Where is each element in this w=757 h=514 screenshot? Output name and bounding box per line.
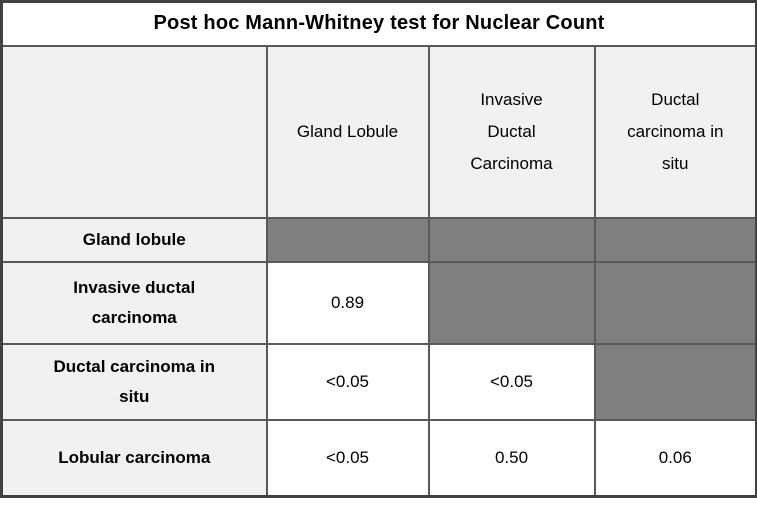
table-row-invasive-ductal-carcinoma: Invasive ductal carcinoma 0.89 [0, 260, 757, 345]
mann-whitney-table: Post hoc Mann-Whitney test for Nuclear C… [0, 0, 757, 498]
blocked-cell [593, 260, 757, 345]
row-label-gland-lobule: Gland lobule [0, 216, 268, 263]
column-header-row: Gland Lobule Invasive Ductal Carcinoma D… [0, 44, 757, 219]
blocked-cell [427, 216, 596, 263]
blocked-cell [265, 216, 430, 263]
p-value-cell-dcis-vs-gland-lobule: <0.05 [265, 342, 430, 421]
p-value-cell-idc-vs-gland-lobule: 0.89 [265, 260, 430, 345]
blocked-cell [427, 260, 596, 345]
table-title: Post hoc Mann-Whitney test for Nuclear C… [0, 0, 757, 47]
row-label-ductal-carcinoma-in-situ: Ductal carcinoma in situ [0, 342, 268, 421]
column-header-invasive-ductal-carcinoma: Invasive Ductal Carcinoma [427, 44, 596, 219]
column-header-gland-lobule: Gland Lobule [265, 44, 430, 219]
row-label-lobular-carcinoma: Lobular carcinoma [0, 418, 268, 498]
p-value-cell-lobular-vs-dcis: 0.06 [593, 418, 757, 498]
table-row-gland-lobule: Gland lobule [0, 216, 757, 263]
blocked-cell [593, 216, 757, 263]
corner-cell [0, 44, 268, 219]
title-row: Post hoc Mann-Whitney test for Nuclear C… [0, 0, 757, 47]
p-value-cell-lobular-vs-gland-lobule: <0.05 [265, 418, 430, 498]
column-header-ductal-carcinoma-in-situ: Ductal carcinoma in situ [593, 44, 757, 219]
p-value-cell-lobular-vs-idc: 0.50 [427, 418, 596, 498]
row-label-invasive-ductal-carcinoma: Invasive ductal carcinoma [0, 260, 268, 345]
p-value-cell-dcis-vs-idc: <0.05 [427, 342, 596, 421]
table-row-lobular-carcinoma: Lobular carcinoma <0.05 0.50 0.06 [0, 418, 757, 498]
table-row-ductal-carcinoma-in-situ: Ductal carcinoma in situ <0.05 <0.05 [0, 342, 757, 421]
blocked-cell [593, 342, 757, 421]
